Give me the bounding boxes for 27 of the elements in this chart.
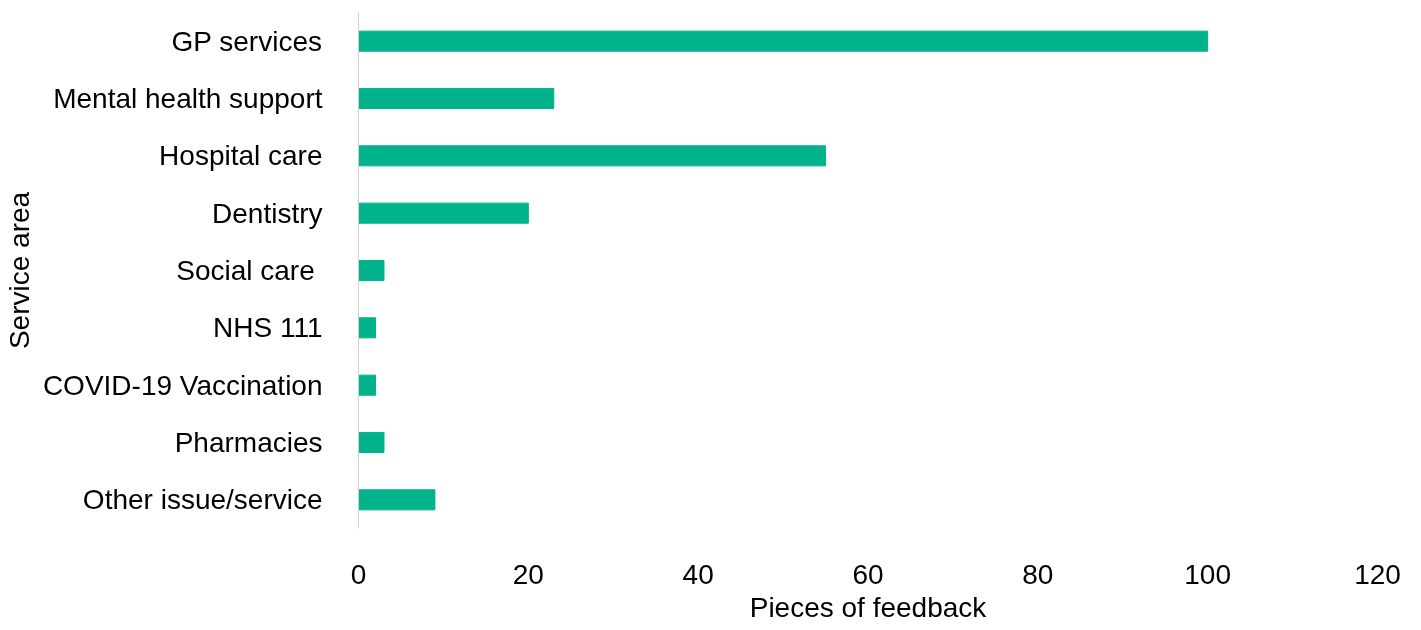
x-tick-label: 20: [512, 558, 544, 590]
y-tick-label: Pharmacies: [174, 427, 323, 458]
bar: [358, 145, 827, 167]
y-tick-label: Other issue/service: [82, 484, 323, 516]
bar: [358, 317, 376, 339]
bar: [358, 87, 555, 110]
y-tick-label: Mental health support: [53, 83, 323, 114]
y-tick-label: Social care: [176, 255, 315, 286]
bar: [358, 431, 385, 454]
x-axis-title: Pieces of feedback: [749, 591, 988, 623]
y-tick-label: Hospital care: [159, 140, 323, 172]
x-tick-label: 80: [1022, 558, 1054, 590]
x-tick-label: 60: [852, 558, 884, 590]
x-tick-label: 0: [350, 558, 367, 590]
y-tick-label: GP services: [171, 25, 322, 57]
x-tick-label: 40: [682, 558, 714, 590]
bar: [358, 489, 436, 511]
x-tick-label: 100: [1184, 558, 1232, 590]
bar: [358, 202, 529, 224]
y-axis-title: Service area: [3, 191, 35, 350]
bar: [358, 374, 376, 396]
y-tick-label: COVID-19 Vaccination: [42, 369, 323, 401]
bar: [358, 259, 385, 282]
y-tick-label: NHS 111: [213, 312, 323, 344]
x-tick-label: 120: [1354, 558, 1401, 590]
bar: [358, 30, 1209, 52]
y-tick-label: Dentistry: [212, 197, 323, 229]
